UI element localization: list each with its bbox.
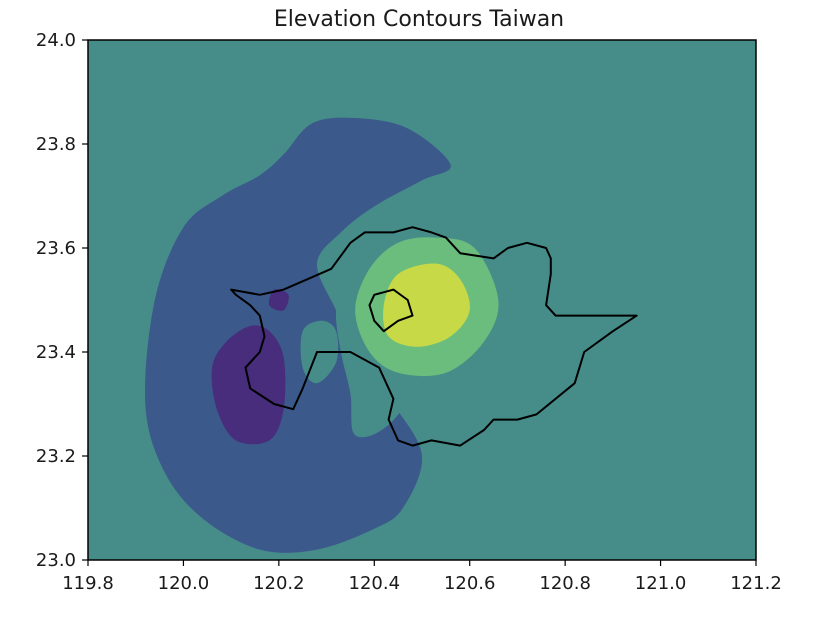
y-tick-label: 23.6: [36, 238, 76, 259]
x-tick-label: 120.6: [444, 573, 496, 594]
x-tick-label: 119.8: [62, 573, 114, 594]
y-tick-label: 23.4: [36, 342, 76, 363]
y-tick-label: 23.2: [36, 446, 76, 467]
x-tick-label: 120.8: [539, 573, 591, 594]
y-tick-label: 23.8: [36, 134, 76, 155]
contour-region-level-0: [268, 289, 289, 311]
y-tick-label: 24.0: [36, 30, 76, 51]
y-tick-label: 23.0: [36, 550, 76, 571]
x-axis: 119.8 120.0 120.2 120.4 120.6 120.8 121.0 121.2: [62, 560, 782, 594]
boundary-outer: [230, 226, 638, 447]
chart-title: Elevation Contours Taiwan: [274, 7, 564, 32]
boundary-inner: [368, 288, 414, 333]
x-tick-label: 120.2: [253, 573, 305, 594]
region-boundaries: [230, 226, 638, 447]
contour-region-level-4: [383, 263, 470, 347]
contour-regions: [88, 40, 756, 560]
plot-frame: [87, 39, 757, 561]
x-tick-label: 120.4: [349, 573, 401, 594]
x-tick-label: 121.0: [635, 573, 687, 594]
y-axis: 23.0 23.2 23.4 23.6 23.8 24.0: [36, 30, 88, 571]
x-tick-label: 121.2: [730, 573, 782, 594]
contour-region-level-1: [144, 117, 451, 553]
x-tick-label: 120.0: [158, 573, 210, 594]
